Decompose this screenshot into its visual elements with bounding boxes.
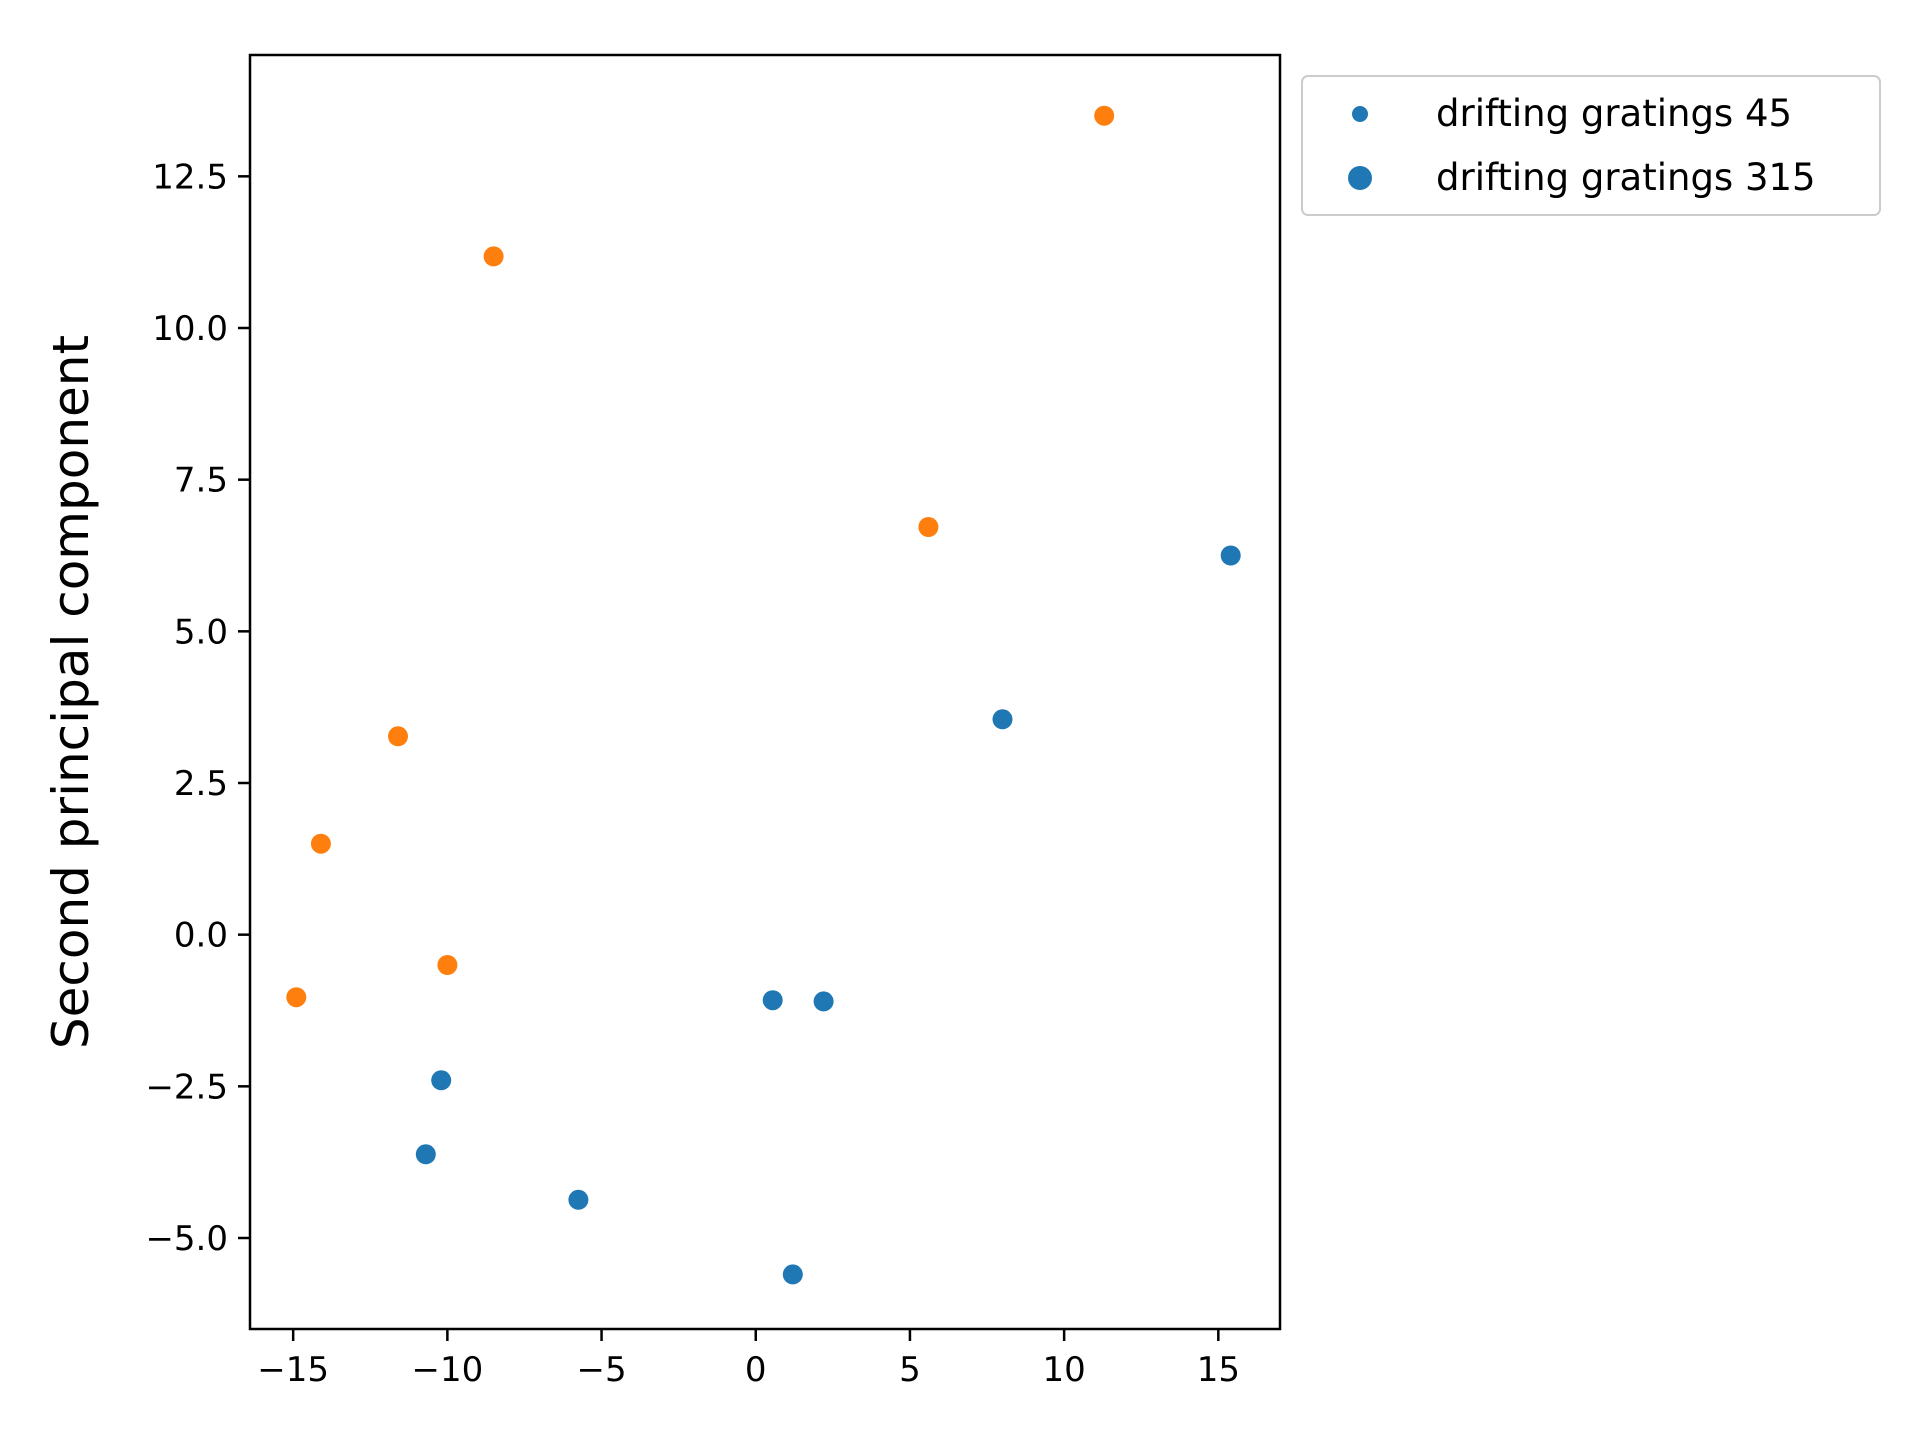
legend-label-0: drifting gratings 45	[1436, 92, 1792, 135]
x-tick-label: −10	[411, 1350, 483, 1390]
x-axis: −15 −10 −5 0 5 10 15	[257, 1329, 1240, 1390]
y-tick-label: 0.0	[174, 916, 228, 956]
y-axis-label: Second principal component	[42, 335, 100, 1049]
legend-label-1: drifting gratings 315	[1436, 156, 1816, 199]
y-tick-label: 5.0	[174, 612, 228, 652]
legend: drifting gratings 45 drifting gratings 31…	[1301, 75, 1881, 216]
scatter-point-s1-1	[483, 246, 504, 267]
scatter-point-s1-6	[286, 987, 307, 1008]
y-tick-label: 7.5	[174, 461, 228, 501]
x-tick-label: 5	[899, 1350, 921, 1390]
legend-marker-0	[1352, 106, 1368, 122]
scatter-point-s0-5	[415, 1144, 436, 1165]
scatter-point-s1-4	[310, 833, 331, 854]
scatter-point-s0-7	[782, 1264, 803, 1285]
scatter-point-s0-6	[568, 1189, 589, 1210]
legend-frame	[1301, 75, 1881, 216]
scatter-point-s1-2	[918, 517, 939, 537]
y-axis: −5.0 −2.5 0.0 2.5 5.0 7.5 10.0 12.5	[145, 157, 250, 1259]
y-tick-label: 2.5	[174, 764, 228, 804]
x-tick-label: 0	[745, 1350, 767, 1390]
y-tick-label: −2.5	[145, 1067, 228, 1107]
x-tick-label: 15	[1197, 1350, 1240, 1390]
scatter-point-s1-0	[1094, 105, 1115, 126]
y-tick-label: 12.5	[152, 157, 228, 197]
y-tick-label: 10.0	[152, 309, 228, 349]
legend-marker-1	[1348, 166, 1372, 190]
scatter-point-s1-5	[437, 955, 458, 975]
x-tick-label: −15	[257, 1350, 329, 1390]
axes-frame	[248, 53, 1282, 1331]
scatter-point-s0-1	[992, 709, 1013, 730]
scatter-point-s0-4	[431, 1070, 452, 1091]
scatter-point-s0-2	[762, 990, 783, 1011]
x-tick-label: −5	[576, 1350, 626, 1390]
points-layer	[286, 105, 1241, 1285]
scatter-point-s0-3	[813, 991, 834, 1012]
scatter-point-s0-0	[1220, 545, 1241, 566]
scatter-point-s1-3	[388, 726, 408, 747]
x-tick-label: 10	[1042, 1350, 1085, 1390]
y-tick-label: −5.0	[145, 1219, 228, 1259]
